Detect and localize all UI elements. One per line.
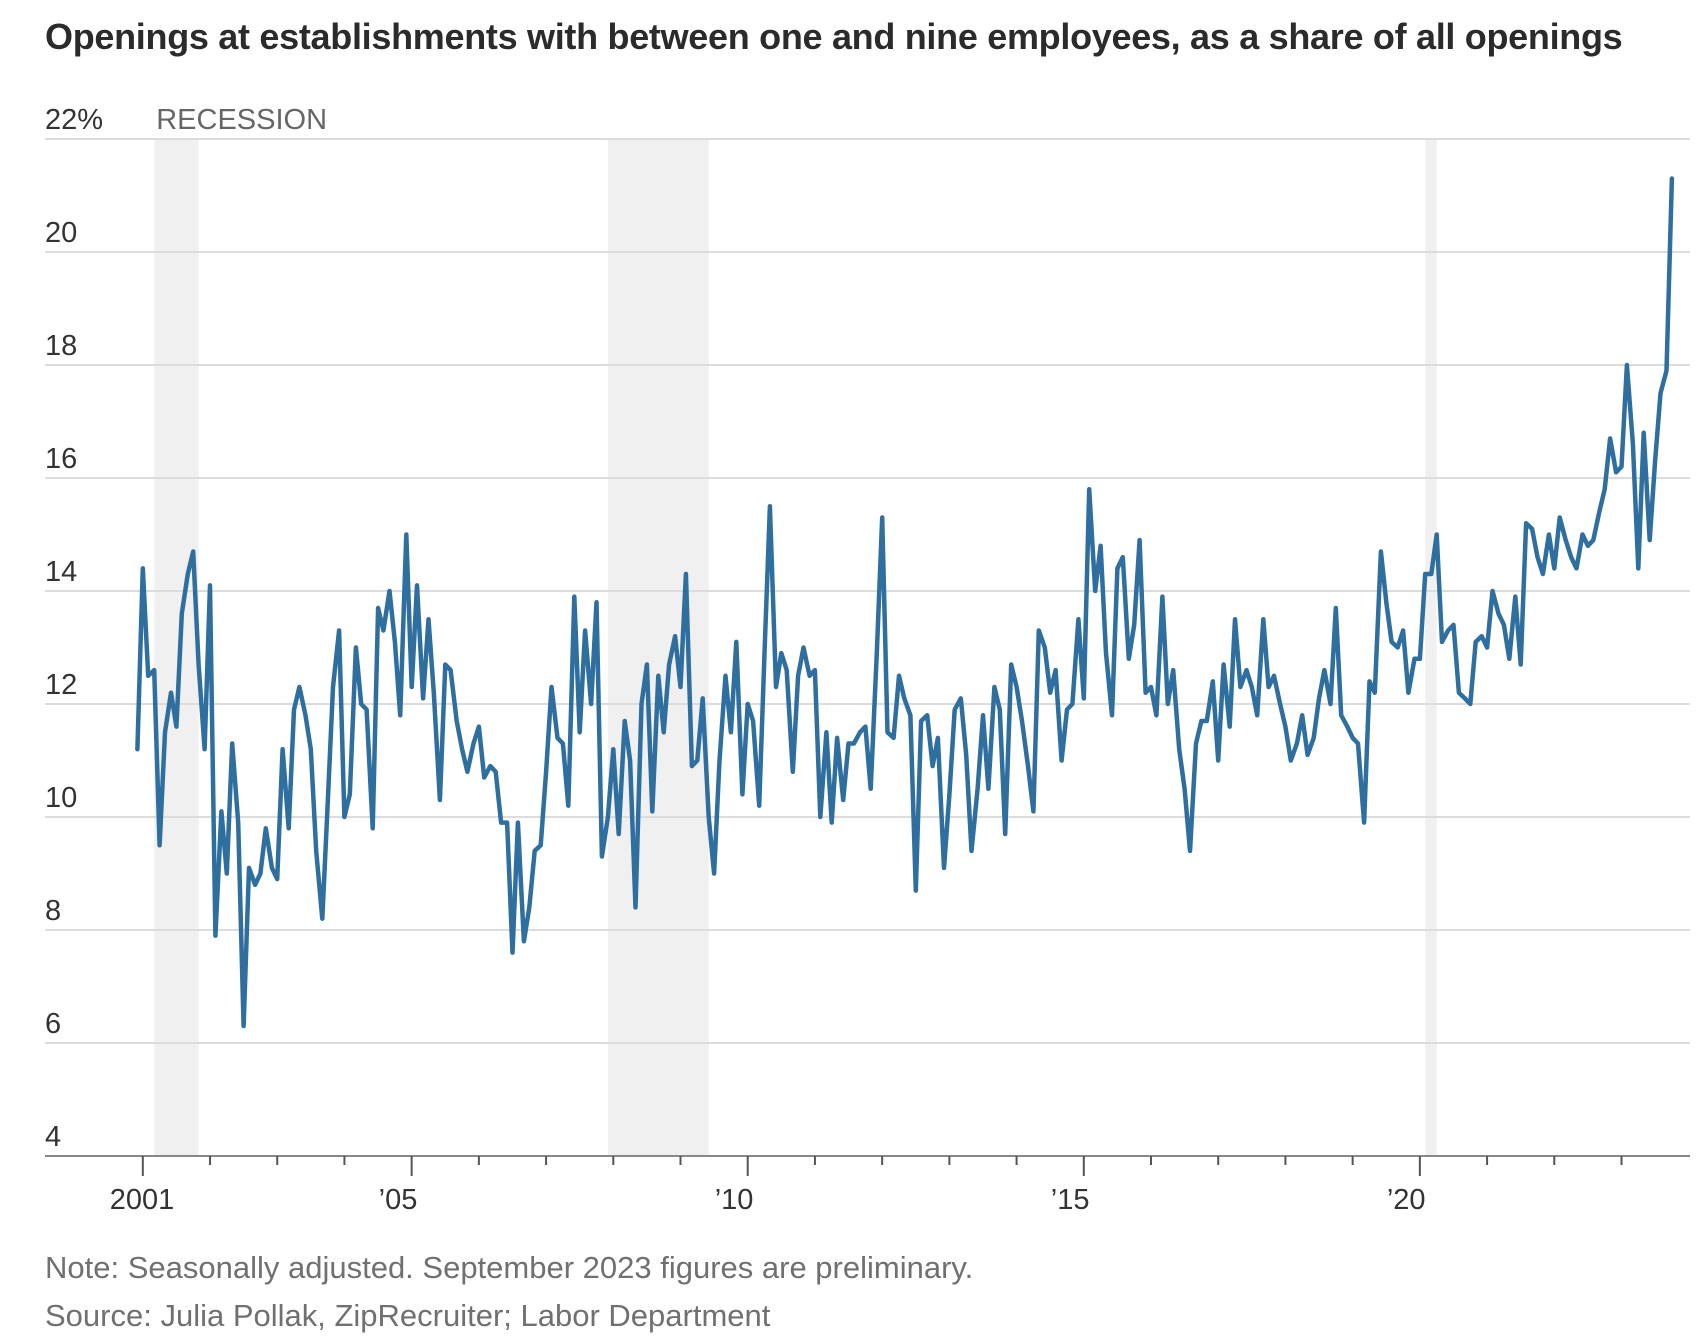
gridlines [45, 138, 1690, 1044]
recession-bands [154, 139, 1437, 1156]
y-tick-label: 12 [45, 669, 77, 701]
x-tick-label: ’20 [1387, 1184, 1426, 1216]
y-tick-label: 14 [45, 556, 77, 588]
x-tick-label: ’10 [715, 1184, 754, 1216]
chart-title: Openings at establishments with between … [45, 16, 1623, 57]
series-line [135, 176, 1675, 1029]
x-tick-label: ’05 [379, 1184, 418, 1216]
x-tick-label: ’15 [1051, 1184, 1090, 1216]
y-tick-label: 22% [45, 104, 103, 136]
source-text: Source: Julia Pollak, ZipRecruiter; Labo… [45, 1298, 771, 1333]
recession-label: RECESSION [156, 104, 327, 136]
note-text: Note: Seasonally adjusted. September 202… [45, 1250, 974, 1285]
y-tick-label: 18 [45, 330, 77, 362]
recession-band [154, 139, 199, 1156]
y-tick-label: 6 [45, 1008, 61, 1040]
y-tick-label: 10 [45, 782, 77, 814]
recession-band [607, 139, 709, 1156]
y-tick-label: 8 [45, 895, 61, 927]
series-layer [135, 176, 1675, 1029]
y-tick-label: 20 [45, 217, 77, 249]
y-tick-label: 16 [45, 443, 77, 475]
x-axis: 2001 ’05 ’10 ’15 ’20 [45, 1155, 1690, 1216]
chart-notes: Note: Seasonally adjusted. September 202… [45, 1244, 973, 1340]
y-tick-label: 4 [45, 1121, 61, 1153]
recession-band [1425, 139, 1437, 1156]
y-axis-labels: 4 6 8 10 12 14 16 18 20 22% RECESSION [45, 104, 327, 1153]
x-tick-label: 2001 [110, 1184, 175, 1216]
